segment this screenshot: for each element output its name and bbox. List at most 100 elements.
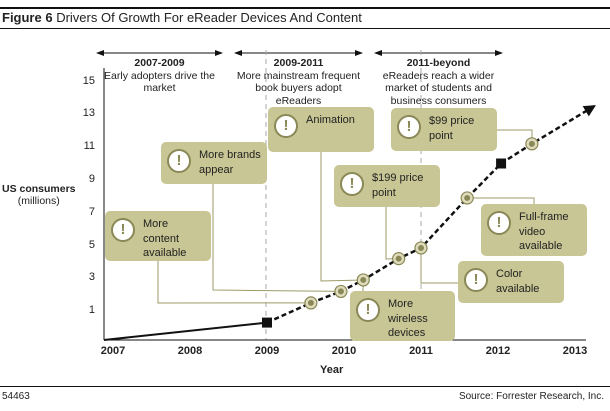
callout-line: content bbox=[143, 232, 180, 245]
callout-text: Full-frame video available bbox=[519, 210, 569, 254]
event-marker-dot-video bbox=[464, 194, 471, 201]
period-description-line: market bbox=[143, 82, 176, 94]
y-tick-label: 1 bbox=[88, 304, 95, 317]
callout-color: ! Color available bbox=[458, 261, 564, 303]
callout-line: devices bbox=[388, 327, 426, 339]
callout-text: $99 price point bbox=[429, 114, 474, 143]
exclamation-circle-icon: ! bbox=[356, 298, 380, 322]
callout-line: Color bbox=[496, 268, 523, 280]
exclamation-circle-icon: ! bbox=[111, 218, 135, 242]
y-axis-label-main: US consumers bbox=[2, 183, 76, 195]
x-tick-label: 2009 bbox=[254, 345, 280, 357]
event-marker-dot-price199 bbox=[395, 255, 402, 262]
callout-line: point bbox=[429, 129, 453, 142]
y-tick-label: 13 bbox=[82, 107, 95, 120]
x-tick-label: 2012 bbox=[485, 345, 511, 357]
y-tick-label: 15 bbox=[82, 74, 95, 87]
callout-line: point bbox=[372, 186, 396, 199]
period-description-line: Early adopters drive the bbox=[104, 69, 215, 82]
callout-brands: ! More brands appear bbox=[161, 142, 267, 184]
callout-text: Animation bbox=[306, 113, 355, 128]
callout-line: available bbox=[519, 240, 563, 252]
connector-brands bbox=[212, 184, 341, 292]
x-tick-label: 2007 bbox=[100, 345, 126, 357]
x-axis-label: Year bbox=[320, 364, 344, 376]
connector-video bbox=[467, 197, 535, 204]
callout-text: More wireless devices bbox=[388, 297, 428, 341]
period-1: 2009-2011 More mainstream frequent book bu… bbox=[235, 57, 362, 107]
y-tick-label: 11 bbox=[83, 140, 95, 153]
period-0: 2007-2009 Early adopters drive the market bbox=[97, 57, 222, 95]
x-tick-label: 2008 bbox=[177, 345, 203, 357]
period-description-line: book buyers adopt bbox=[255, 82, 342, 94]
period-description-line: More mainstream frequent bbox=[236, 69, 361, 82]
source-note: Source: Forrester Research, Inc. bbox=[458, 391, 604, 402]
square-marker-1 bbox=[496, 158, 507, 169]
bottom-rule bbox=[0, 386, 610, 387]
callout-animation: ! Animation bbox=[268, 107, 374, 152]
top-rule bbox=[0, 7, 610, 9]
y-tick-label: 3 bbox=[88, 271, 95, 284]
figure-title-text: Drivers Of Growth For eReader Devices An… bbox=[56, 10, 362, 25]
figure-number: Figure 6 bbox=[2, 10, 53, 25]
event-marker-dot-brands bbox=[337, 288, 344, 295]
callout-wireless: ! More wireless devices bbox=[350, 291, 455, 341]
callout-line: $199 price bbox=[372, 172, 424, 184]
figure-id: 54463 bbox=[2, 391, 30, 402]
callout-line: $99 price bbox=[429, 115, 475, 127]
y-axis-label: US consumers (millions) bbox=[2, 183, 76, 207]
period-description-line: market of students and bbox=[385, 82, 492, 94]
callout-line: available bbox=[496, 282, 540, 295]
exclamation-circle-icon: ! bbox=[274, 114, 298, 138]
period-description-line: eReaders bbox=[275, 94, 322, 107]
period-description-line: eReaders reach a wider bbox=[382, 69, 495, 82]
exclamation-circle-icon: ! bbox=[464, 268, 488, 292]
callout-line: wireless bbox=[388, 312, 428, 325]
connector-color bbox=[420, 247, 458, 284]
callout-text: Color available bbox=[496, 267, 539, 296]
callout-line: Full-frame bbox=[519, 211, 569, 223]
exclamation-circle-icon: ! bbox=[340, 172, 364, 196]
event-marker-dot-content bbox=[307, 299, 314, 306]
callout-line: video bbox=[519, 225, 546, 238]
event-marker-dot-price99 bbox=[528, 140, 535, 147]
y-tick-label: 5 bbox=[88, 238, 95, 251]
callout-content: ! More content available bbox=[105, 211, 211, 261]
callout-text: More brands appear bbox=[199, 148, 261, 177]
x-tick-label: 2013 bbox=[562, 345, 588, 357]
exclamation-circle-icon: ! bbox=[397, 115, 421, 139]
title-rule bbox=[0, 28, 610, 29]
period-heading: 2007-2009 bbox=[134, 57, 185, 69]
event-marker-dot-color bbox=[418, 244, 424, 251]
callout-line: More bbox=[143, 218, 169, 230]
y-tick-label: 7 bbox=[88, 205, 95, 218]
callout-line: More brands bbox=[199, 149, 261, 161]
connector-price199 bbox=[385, 207, 399, 260]
callout-price199: ! $199 price point bbox=[334, 165, 440, 207]
event-marker-dot-animation bbox=[360, 276, 367, 283]
connector-content bbox=[157, 260, 311, 304]
y-tick-label: 9 bbox=[88, 172, 95, 185]
exclamation-circle-icon: ! bbox=[487, 211, 511, 235]
x-tick-label: 2010 bbox=[331, 345, 357, 357]
callout-video: ! Full-frame video available bbox=[481, 204, 587, 256]
callout-line: appear bbox=[199, 163, 234, 176]
series-line-solid bbox=[103, 321, 268, 341]
period-2: 2011-beyond eReaders reach a wider market … bbox=[375, 57, 502, 107]
y-axis-label-unit: (millions) bbox=[17, 195, 60, 207]
callout-text: $199 price point bbox=[372, 171, 423, 200]
callout-line: available bbox=[143, 247, 187, 259]
x-tick-label: 2011 bbox=[409, 345, 433, 357]
period-description-line: business consumers bbox=[390, 94, 487, 107]
square-marker-0 bbox=[262, 317, 272, 328]
connector-animation bbox=[320, 152, 364, 282]
callout-text: More content available bbox=[143, 217, 186, 261]
figure-title: Figure 6 Drivers Of Growth For eReader D… bbox=[2, 10, 362, 25]
callout-line: Animation bbox=[306, 114, 355, 126]
period-heading: 2009-2011 bbox=[273, 57, 324, 69]
callout-line: More bbox=[388, 298, 414, 310]
exclamation-circle-icon: ! bbox=[167, 149, 191, 173]
callout-price99: ! $99 price point bbox=[391, 108, 497, 151]
series-line-dashed bbox=[266, 105, 596, 324]
